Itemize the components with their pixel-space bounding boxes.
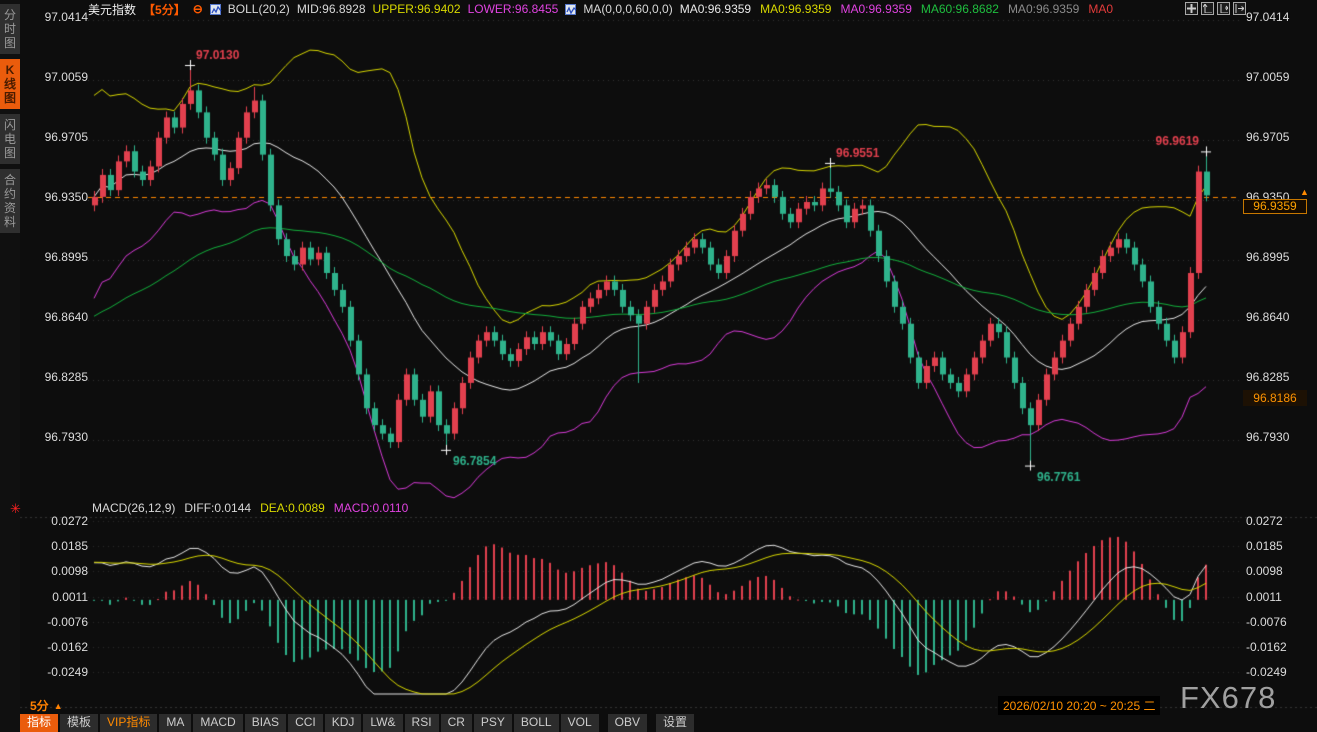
macd-params-label: MACD(26,12,9): [92, 501, 176, 515]
tab-vol[interactable]: VOL: [560, 714, 599, 732]
ma-values: MA0:96.9359 MA0:96.9359 MA0:96.9359 MA60:96…: [680, 2, 1113, 16]
boll-upper-value: UPPER:96.9402: [372, 2, 461, 16]
axis-tick-right: -0.0249: [1246, 665, 1287, 679]
boll-mid-value: MID:96.8928: [296, 2, 366, 16]
tab-moban[interactable]: 模板: [60, 714, 99, 732]
instrument-title: 美元指数: [88, 2, 137, 17]
macd-dea-value: DEA:0.0089: [260, 501, 325, 515]
scale-axis-right-icon[interactable]: [1217, 2, 1230, 15]
tab-obv[interactable]: OBV: [607, 714, 647, 732]
price-up-arrow-icon: ▲: [1300, 187, 1309, 197]
period-tag: 【5分】: [143, 2, 186, 17]
ma-value-4: MA0:96.9359: [1007, 2, 1080, 16]
period-label: 5分: [30, 699, 49, 713]
axis-tick-right: 96.7930: [1246, 430, 1290, 444]
axis-tick-right: -0.0162: [1246, 639, 1287, 654]
axis-tick-left: 0.0185: [51, 539, 88, 554]
ma-value-1: MA0:96.9359: [760, 2, 832, 16]
axis-tick-right: 96.9705: [1246, 129, 1290, 144]
ma-value-5: MA0: [1088, 2, 1114, 16]
ma-indicator-icon[interactable]: [565, 3, 577, 15]
axis-tick-left: 96.7930: [44, 430, 88, 444]
ma-params-label: MA(0,0,0,60,0,0): [583, 2, 673, 16]
axis-tick-right: 96.8285: [1246, 369, 1290, 384]
left-sidebar: 分时图 K线图闪电图合约资料: [0, 0, 20, 732]
tab-ma[interactable]: MA: [159, 714, 192, 732]
tab-lwr[interactable]: LW&: [363, 714, 403, 732]
indicator-toolbar: 指标 模板 VIP指标 MA MACD BIAS CCI KDJ LW& RSI CR PSY BOLL…: [20, 714, 694, 732]
axis-tick-left: 0.0098: [51, 564, 88, 579]
macd-header: MACD(26,12,9) DIFF:0.0144 DEA:0.0089 MAC…: [92, 501, 408, 515]
axis-tick-left: 96.8995: [44, 249, 88, 264]
tab-cr[interactable]: CR: [440, 714, 472, 732]
reference-price-label: 96.8186: [1243, 390, 1307, 406]
axis-tick-left: -0.0249: [47, 665, 88, 679]
axis-tick-left: 96.8640: [44, 309, 88, 324]
axis-tick-left: 96.8285: [44, 369, 88, 384]
tab-bias[interactable]: BIAS: [244, 714, 287, 732]
axis-tick-right: 96.8995: [1246, 249, 1290, 264]
axis-tick-left: 97.0414: [44, 10, 88, 24]
axis-tick-left: 0.0272: [51, 514, 88, 528]
time-range-label: 2026/02/10 20:20 ~ 20:25 二: [998, 696, 1161, 715]
axis-tick-right: 0.0011: [1246, 589, 1282, 604]
boll-indicator-icon[interactable]: [209, 3, 222, 15]
ma-value-0: MA0:96.9359: [679, 2, 752, 16]
tab-macd[interactable]: MACD: [193, 714, 243, 732]
tab-psy[interactable]: PSY: [473, 714, 512, 732]
tab-shezhi[interactable]: 设置: [655, 714, 694, 732]
axis-tick-right: -0.0076: [1246, 614, 1287, 629]
tab-zhibiao[interactable]: 指标: [20, 714, 59, 732]
axis-tick-left: -0.0162: [47, 639, 88, 654]
tab-vip[interactable]: VIP指标: [100, 714, 158, 732]
ma-value-3: MA60:96.8682: [920, 2, 999, 16]
tab-rsi[interactable]: RSI: [404, 714, 439, 732]
axis-tick-right: 97.0059: [1246, 70, 1290, 85]
axis-tick-right: 96.8640: [1246, 309, 1290, 324]
axis-tick-right: 0.0185: [1246, 539, 1283, 554]
axis-tick-right: 0.0098: [1246, 564, 1283, 579]
period-expand-icon: ▲: [53, 700, 63, 711]
tab-cci[interactable]: CCI: [288, 714, 323, 732]
axis-tick-right: 97.0414: [1246, 10, 1290, 24]
macd-macd-value: MACD:0.0110: [333, 501, 409, 515]
sidebar-item-kline-chart[interactable]: K线图: [0, 59, 20, 109]
window-buttons: [1185, 2, 1246, 15]
collapse-icon[interactable]: ⊖: [192, 2, 203, 16]
axis-tick-left: 96.9350: [44, 189, 88, 204]
boll-lower-value: LOWER:96.8455: [467, 2, 559, 16]
current-price-box: 96.9359: [1243, 199, 1307, 214]
sidebar-item-flash-chart[interactable]: 闪电图: [0, 114, 20, 164]
axis-tick-right: 0.0272: [1246, 514, 1283, 528]
axis-tick-left: -0.0076: [47, 614, 88, 629]
scale-axis-left-icon[interactable]: [1201, 2, 1214, 15]
sidebar-item-contract-info[interactable]: 合约资料: [0, 169, 20, 233]
pan-right-icon[interactable]: [1233, 2, 1246, 15]
sidebar-item-time-chart[interactable]: 分时图: [0, 4, 20, 54]
tab-boll[interactable]: BOLL: [513, 714, 559, 732]
period-selector[interactable]: 5分 ▲: [30, 697, 63, 714]
chart-header: 美元指数 【5分】 ⊖ BOLL(20,2) MID:96.8928 UPPER…: [88, 1, 1113, 17]
layout-grid-icon[interactable]: [1185, 2, 1198, 15]
macd-settings-icon[interactable]: ✳: [10, 501, 21, 516]
macd-diff-value: DIFF:0.0144: [184, 501, 252, 515]
boll-params-label: BOLL(20,2): [227, 2, 290, 16]
watermark: FX678: [1180, 680, 1277, 715]
tab-kdj[interactable]: KDJ: [324, 714, 362, 732]
ma-value-2: MA0:96.9359: [840, 2, 912, 16]
axis-tick-left: 96.9705: [44, 129, 88, 144]
axis-tick-left: 97.0059: [44, 70, 88, 85]
axis-tick-left: 0.0011: [52, 589, 88, 604]
